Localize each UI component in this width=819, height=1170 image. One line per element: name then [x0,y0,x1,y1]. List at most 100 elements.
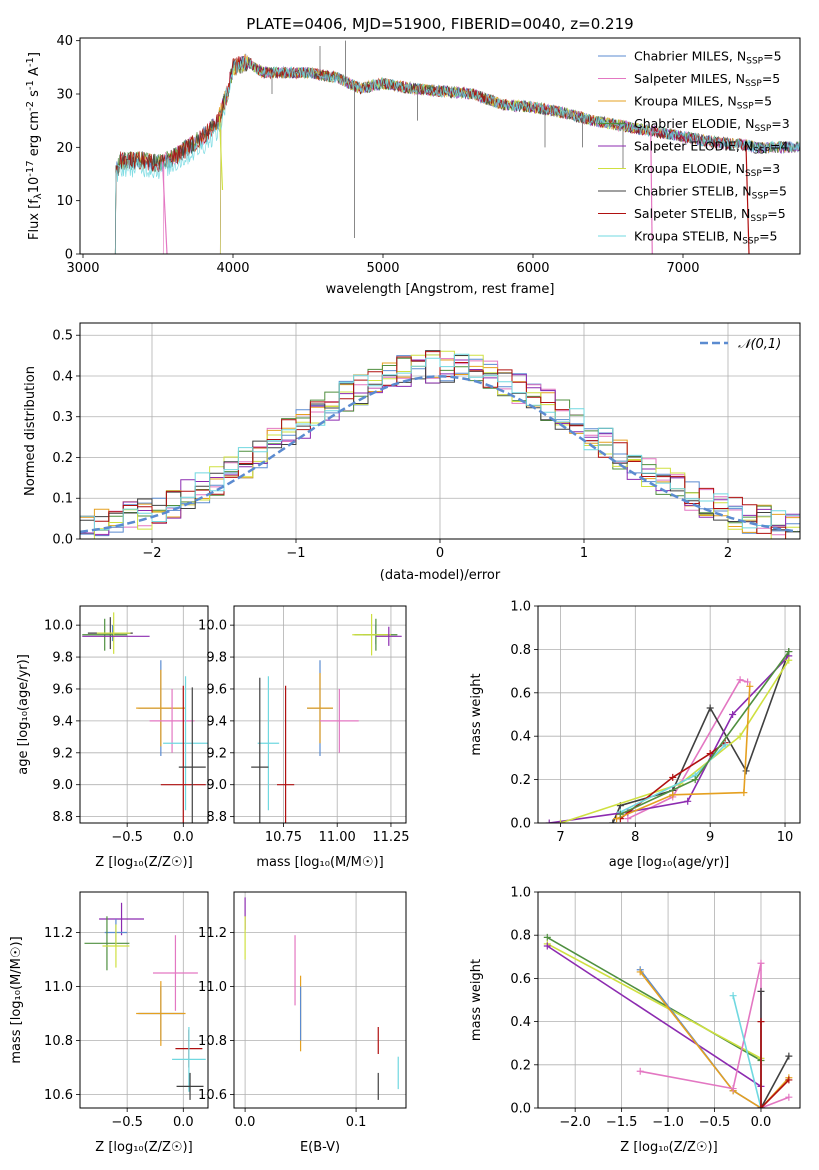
weight-marker [785,1052,793,1060]
weight-line [560,659,790,823]
weight-marker [746,682,754,690]
y-tick-label: 0.4 [510,730,531,745]
y-axis-label-part: Flux [f [27,199,42,240]
y-tick-label: 9.4 [52,714,73,729]
legend-subscript: SSP [752,192,769,202]
grid [80,892,208,1108]
weight-vs-age-panel: 7 8 9 10 0.0 0.2 0.4 0.6 0.8 1.0 age [log₁₀(age/yr… [469,600,801,870]
y-tick-label: 0 [65,248,73,263]
legend-series-name: Salpeter STELIB, N [634,206,750,221]
x-tick-label: 0.1 [346,1115,367,1130]
x-axis-label: E(B-V) [300,1140,340,1155]
legend-nssp: =5 [763,49,781,64]
axes-frame [79,322,801,540]
x-tick-label: 0.0 [235,1115,256,1130]
legend-entry: Kroupa STELIB, NSSP=5 [634,229,778,247]
weight-marker [636,1067,644,1075]
mass-vs-z-panel: −0.5 0.0 10.6 10.8 11.0 11.2 Z [log₁₀(Z/Z☉)] ma… [9,891,209,1155]
legend-nssp: =5 [754,94,772,109]
weight-marker [669,791,677,799]
y-tick-label: 10.8 [44,1034,73,1049]
weight-vs-z-panel: −2.0 −1.5 −1.0 −0.5 0.0 0.0 0.2 0.4 0.6 0.8 1.0 Z [… [469,886,801,1155]
weight-marker [729,1085,737,1093]
weight-marker [785,656,793,664]
grid [80,606,208,823]
legend-series-name: Chabrier MILES, N [634,49,746,64]
spectrum-line [219,56,652,254]
y-tick-label: 40 [56,34,73,49]
legend-series-name: Salpeter ELODIE, N [634,139,753,154]
legend-subscript: SSP [737,102,754,112]
y-axis-label-part: s [27,90,42,101]
y-axis-label-part: ] [27,52,42,57]
plot-area [543,933,793,1108]
x-tick-label: −0.5 [699,1115,731,1130]
x-tick-label: 11.00 [319,830,356,845]
y-axis-label-part: -1 [25,80,36,90]
x-tick-label: −1.0 [652,1115,684,1130]
y-axis-label: Normed distribution [23,366,38,496]
weight-marker [706,750,714,758]
y-tick-label: 9.6 [206,682,227,697]
weight-marker [736,732,744,740]
y-tick-label: 10.6 [44,1088,73,1103]
legend-series-name: Kroupa ELODIE, N [634,161,745,176]
weight-marker [757,959,765,967]
legend-subscript: SSP [745,79,762,89]
spectrum-dropout [218,116,224,191]
normal-reference-curve [80,375,798,534]
legend-nssp: =5 [769,184,787,199]
plot-area [80,350,800,539]
x-tick-label: 8 [631,830,639,845]
x-axis-label: Z [log₁₀(Z/Z☉)] [95,855,192,870]
y-axis-label: mass weight [469,673,484,755]
x-tick-label: 6000 [516,261,549,276]
plot-area [84,902,206,1100]
y-tick-label: 1.0 [510,600,531,615]
y-axis-label: age [log₁₀(age/yr)] [16,654,31,775]
weight-marker [721,741,729,749]
x-tick-label: −1.5 [606,1115,638,1130]
y-tick-label: 8.8 [206,810,227,825]
y-tick-label: 10.0 [44,619,73,634]
y-axis-label-part: -17 [25,160,36,176]
weight-line [760,1021,790,1108]
y-tick-label: 10.8 [198,1034,227,1049]
x-tick-label: 3000 [66,261,99,276]
x-axis-label: mass [log₁₀(M/M☉)] [256,855,383,870]
x-tick-label: 1 [580,546,588,561]
x-axis-label: Z [log₁₀(Z/Z☉)] [95,1140,192,1155]
x-tick-label: 5000 [366,261,399,276]
x-tick-label: 0.0 [173,830,194,845]
y-tick-label: 0.0 [510,1102,531,1117]
y-axis-label-part: erg cm [27,111,42,160]
weight-line [616,686,751,820]
weight-marker [729,711,737,718]
legend-series-name: Kroupa STELIB, N [634,229,742,244]
grid [538,605,800,824]
weight-marker [729,992,737,1000]
x-tick-label: 0 [436,546,444,561]
x-tick-label: 0.0 [751,1115,772,1130]
y-tick-label: 9.8 [206,651,227,666]
x-tick-label: −2 [142,546,161,561]
weight-marker [691,776,699,784]
y-axis-label: Flux [fλ10-17 erg cm-2 s-1 A-1] [25,52,44,240]
weight-marker [785,648,793,656]
axes-frame [537,891,801,1109]
legend-subscript: SSP [753,147,770,157]
legend-series-name: Kroupa MILES, N [634,94,737,109]
histogram-series [80,353,800,539]
legend-entry: Salpeter STELIB, NSSP=5 [634,206,786,224]
weight-marker [545,819,553,823]
axes-frame [79,37,801,255]
legend-subscript: SSP [742,237,759,247]
y-tick-label: 0.3 [52,410,73,425]
legend-entry: Salpeter MILES, NSSP=5 [634,71,780,89]
y-tick-label: 9.2 [52,746,73,761]
legend-entry: 𝒩(0,1) [738,337,781,352]
y-tick-label: 0.4 [510,1015,531,1030]
weight-line [546,945,762,1088]
x-tick-label: −0.5 [111,830,143,845]
